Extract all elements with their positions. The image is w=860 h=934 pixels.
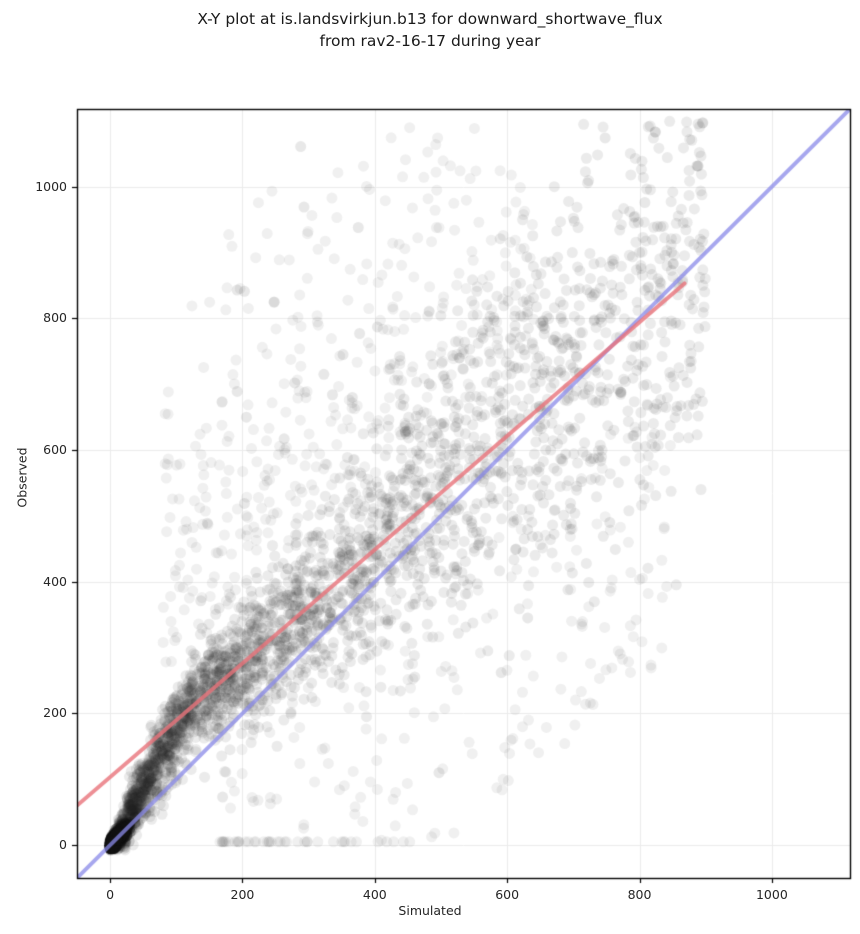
y-tick-label: 800 — [43, 310, 67, 326]
x-tick-label: 600 — [495, 887, 520, 902]
x-tick-label: 200 — [230, 887, 255, 902]
y-tick-label: 400 — [43, 573, 67, 589]
y-tick-label: 1000 — [35, 178, 67, 194]
x-tick-label: 1000 — [755, 887, 788, 902]
x-tick-label: 800 — [627, 887, 652, 902]
x-tick-label: 0 — [106, 887, 115, 902]
y-tick-label: 0 — [59, 837, 67, 853]
y-axis-label: Observed — [14, 447, 30, 508]
x-tick-label: 400 — [362, 887, 387, 902]
y-tick-label: 200 — [43, 705, 67, 721]
x-axis-label: Simulated — [398, 903, 462, 918]
y-tick-label: 600 — [43, 442, 67, 458]
